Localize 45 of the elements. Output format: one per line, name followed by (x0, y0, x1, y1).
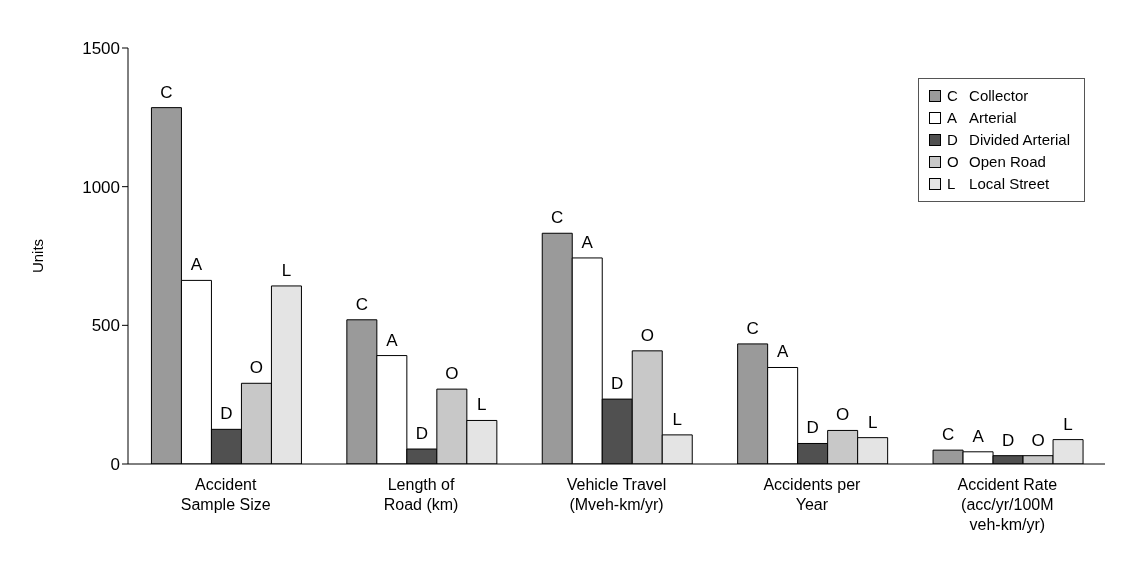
data-label: C (941, 425, 955, 445)
data-label: O (1031, 430, 1045, 450)
x-tick-label: Accident Sample Size (180, 476, 271, 513)
x-tick-label: Length of Road (km) (383, 476, 459, 513)
data-label: L (672, 409, 682, 429)
text: D (947, 131, 958, 148)
data-label: C (160, 82, 173, 102)
text: O (947, 153, 959, 170)
x-tick-label: Accident Rate (acc/yr/100M veh-km/yr) (957, 476, 1058, 533)
x-tick-label: Vehicle Travel (Mveh-km/yr) (566, 476, 667, 513)
text: A (947, 109, 958, 126)
y-tick-label: 0 (110, 455, 120, 475)
data-label: A (190, 255, 203, 275)
data-label: D (220, 404, 233, 424)
legend-label: Collector (969, 86, 1029, 106)
data-label: A (972, 426, 985, 446)
data-label: C (355, 294, 368, 314)
data-label: D (611, 374, 624, 394)
legend-label: Arterial (969, 108, 1017, 128)
data-label: D (806, 418, 819, 438)
data-label: C (551, 208, 564, 228)
data-label: O (445, 364, 459, 384)
data-label: O (249, 358, 264, 378)
y-axis-title: Units (29, 238, 47, 274)
text: L (947, 175, 956, 192)
data-label: A (581, 232, 594, 252)
data-label: C (746, 318, 759, 338)
data-label: O (640, 325, 654, 345)
y-tick-label: 500 (91, 316, 120, 336)
data-label: D (1001, 430, 1015, 450)
data-label: A (776, 342, 789, 362)
data-label: O (836, 405, 850, 425)
legend-label: Divided Arterial (969, 130, 1070, 150)
text: C (947, 87, 958, 104)
data-label: L (867, 412, 878, 432)
y-tick-label: 1500 (82, 39, 120, 59)
data-label: A (386, 330, 399, 350)
data-label: L (1063, 414, 1073, 434)
y-tick-label: 1000 (82, 177, 120, 197)
data-label: D (415, 424, 428, 444)
data-label: L (477, 395, 487, 415)
x-tick-label: Accidents per Year (763, 476, 862, 513)
legend-label: Local Street (969, 174, 1050, 194)
data-label: L (281, 260, 292, 280)
legend-label: Open Road (969, 152, 1046, 172)
